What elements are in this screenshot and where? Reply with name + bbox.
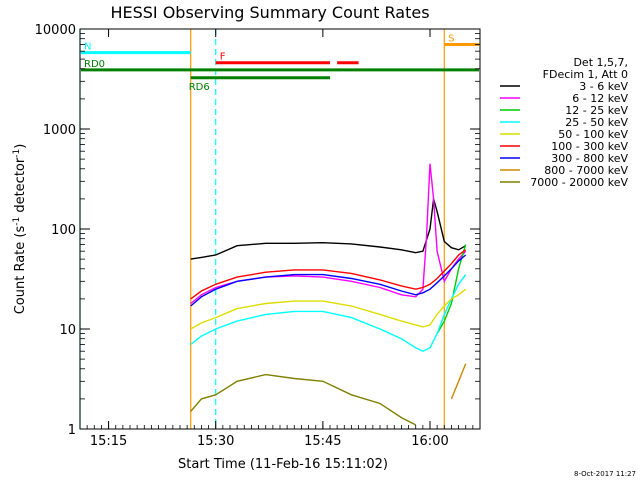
y-tick-label-3: 1000: [43, 123, 76, 138]
x-axis-ticks: 15:15 15:30 15:45 16:00: [79, 29, 481, 449]
y-tick-label-1: 10: [59, 323, 76, 338]
plot-area: N S F RD0 RD6: [79, 29, 479, 429]
legend-item-1: 6 - 12 keV: [572, 92, 628, 105]
series-line-5-0: [190, 249, 467, 300]
series-line-3-0: [190, 274, 467, 352]
legend-item-2: 12 - 25 keV: [565, 104, 628, 117]
timestamp: 8-Oct-2017 11:27: [574, 470, 636, 478]
legend-item-5: 100 - 300 keV: [551, 140, 628, 153]
flag-label-rd0: RD0: [84, 59, 105, 70]
y-axis-ticks: 1 10 100 1000 10000: [35, 23, 480, 438]
series-line-6-0: [190, 254, 467, 307]
legend-item-0: 3 - 6 keV: [579, 80, 628, 93]
series-line-2-0: [436, 244, 467, 334]
legend-header-line2: FDecim 1, Att 0: [543, 68, 628, 81]
legend-item-3: 25 - 50 keV: [565, 116, 628, 129]
legend-item-8: 7000 - 20000 keV: [530, 176, 628, 189]
x-tick-label-0: 15:15: [90, 434, 127, 449]
y-tick-label-4: 10000: [35, 23, 76, 38]
legend-item-6: 300 - 800 keV: [551, 152, 628, 165]
legend-header-line1: Det 1,5,7,: [573, 56, 628, 69]
series-line-0-0: [190, 198, 467, 260]
series-line-7-0: [450, 363, 467, 400]
y-tick-label-2: 100: [51, 223, 76, 238]
y-axis-label-sup2: -1: [12, 149, 22, 158]
legend-item-7: 800 - 7000 keV: [544, 164, 628, 177]
y-axis-label-mid: detector: [13, 157, 28, 217]
legend-item-4: 50 - 100 keV: [558, 128, 628, 141]
flag-label-f: F: [220, 52, 226, 63]
x-tick-label-3: 16:00: [411, 434, 448, 449]
flag-label-rd6: RD6: [189, 82, 210, 93]
flag-label-n: N: [84, 42, 91, 53]
series-line-8-0: [190, 373, 417, 426]
x-axis-label: Start Time (11-Feb-16 15:11:02): [178, 457, 388, 472]
y-tick-label-0: 1: [68, 423, 76, 438]
series-line-4-0: [190, 288, 467, 330]
y-axis-label-sup1: -1: [12, 217, 22, 226]
y-axis-label-main: Count Rate (s: [13, 226, 28, 315]
y-axis-label-end: ): [13, 144, 28, 149]
x-tick-label-2: 15:45: [304, 434, 341, 449]
y-axis-label: Count Rate (s-1 detector-1): [12, 144, 28, 315]
flag-label-s: S: [448, 33, 454, 44]
chart-title: HESSI Observing Summary Count Rates: [110, 3, 429, 22]
x-tick-label-1: 15:30: [197, 434, 234, 449]
